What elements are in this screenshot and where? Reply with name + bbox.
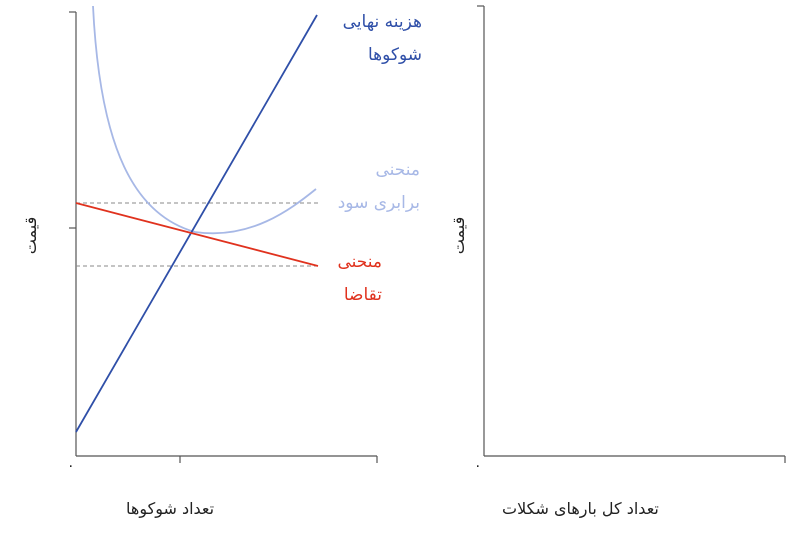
left-origin-label: ۰: [67, 458, 75, 474]
right-axes: [477, 5, 786, 463]
marginal-cost-line: [75, 14, 318, 433]
marginal-cost-label: هزینه نهایی شوکوها: [343, 6, 422, 72]
demand-label-line1: منحنی: [337, 252, 382, 272]
demand-label: منحنی تقاضا: [337, 246, 382, 312]
marginal-cost-label-line2: شوکوها: [367, 45, 422, 65]
break-even-label-line1: منحنی: [375, 160, 420, 180]
break-even-curve: [92, 5, 317, 235]
marginal-cost-label-line1: هزینه نهایی: [342, 12, 422, 32]
break-even-label: منحنی برابری سود: [338, 154, 420, 220]
left-x-axis-label: تعداد شوکوها: [126, 499, 215, 518]
left-y-axis-label: قیمت: [21, 216, 41, 255]
right-x-axis-label: تعداد کل بارهای شکلات: [502, 499, 659, 518]
right-y-axis-label: قیمت: [449, 216, 469, 255]
demand-label-line2: تقاضا: [343, 285, 382, 305]
right-origin-label: ۰: [474, 458, 482, 474]
demand-line: [75, 202, 319, 267]
break-even-label-line2: برابری سود: [337, 193, 420, 213]
left-axes: [69, 11, 378, 463]
